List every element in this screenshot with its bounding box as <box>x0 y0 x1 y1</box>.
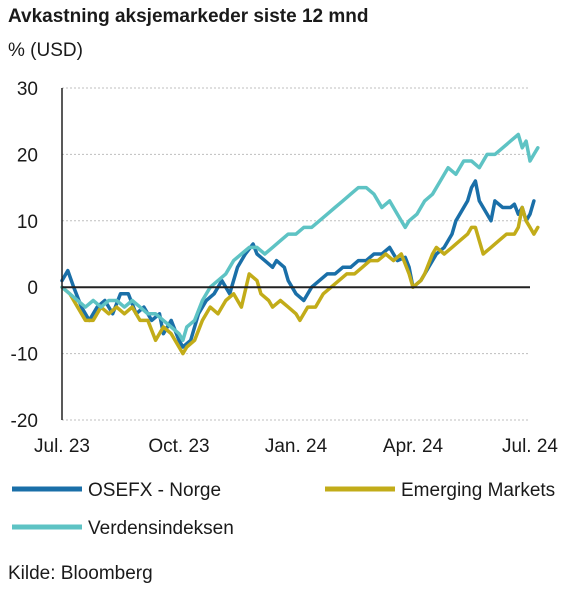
chart-title: Avkastning aksjemarkeder siste 12 mnd <box>8 6 369 27</box>
y-tick-label: 20 <box>17 145 38 166</box>
legend-label: OSEFX - Norge <box>88 480 221 501</box>
y-tick-label: 30 <box>17 79 38 100</box>
series-layer <box>60 132 540 356</box>
y-tick-label: -20 <box>11 411 38 432</box>
series-line-osefx-norge <box>60 179 536 349</box>
legend: OSEFX - Norge Emerging Markets Verdensinde… <box>12 480 555 539</box>
axis-layer: -20 -10 0 10 20 30 Jul. 23 Oct. 23 Jan. 24 Apr. 2… <box>11 79 559 457</box>
y-axis-unit-label: % (USD) <box>8 40 83 61</box>
x-tick-label: Jul. 23 <box>34 436 90 457</box>
series-line-emerging-markets <box>60 205 540 356</box>
x-tick-label: Jul. 24 <box>502 436 558 457</box>
x-tick-label: Jan. 24 <box>265 436 328 457</box>
legend-label: Verdensindeksen <box>88 518 234 539</box>
y-tick-label: 10 <box>17 212 38 233</box>
y-tick-label: -10 <box>11 345 38 366</box>
series-line-verdensindeksen <box>60 132 540 343</box>
legend-label: Emerging Markets <box>401 480 555 501</box>
x-tick-label: Apr. 24 <box>383 436 444 457</box>
line-chart: -20 -10 0 10 20 30 Jul. 23 Oct. 23 Jan. 24 Apr. 2… <box>11 79 559 539</box>
x-tick-label: Oct. 23 <box>148 436 209 457</box>
grid-layer <box>62 87 530 421</box>
source-note: Kilde: Bloomberg <box>8 563 153 584</box>
y-tick-label: 0 <box>27 278 38 299</box>
